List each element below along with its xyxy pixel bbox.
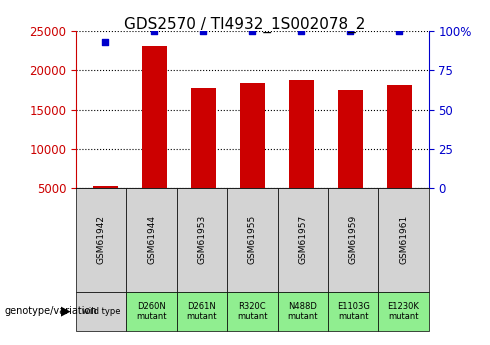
Text: ▶: ▶ [61,305,71,318]
Text: E1103G
mutant: E1103G mutant [337,302,369,321]
Point [199,28,207,34]
Text: genotype/variation: genotype/variation [5,306,98,316]
Bar [240,83,265,227]
Point [346,28,354,34]
Bar [289,80,314,227]
Text: GSM61957: GSM61957 [298,215,307,264]
Bar [142,46,167,227]
Text: GSM61944: GSM61944 [147,215,156,264]
Text: GSM61942: GSM61942 [97,215,106,264]
Point [395,28,403,34]
Text: D260N
mutant: D260N mutant [136,302,167,321]
Point [248,28,256,34]
Bar [93,186,118,227]
Point [150,28,158,34]
Bar [387,85,412,227]
Text: wild type: wild type [82,307,121,316]
Bar [338,90,363,227]
Text: GDS2570 / TI4932_1S002078_2: GDS2570 / TI4932_1S002078_2 [124,17,366,33]
Text: N488D
mutant: N488D mutant [288,302,318,321]
Text: GSM61961: GSM61961 [399,215,408,264]
Text: D261N
mutant: D261N mutant [187,302,217,321]
Point [297,28,305,34]
Text: E1230K
mutant: E1230K mutant [388,302,419,321]
Text: R320C
mutant: R320C mutant [237,302,268,321]
Point [101,39,109,45]
Bar [191,88,216,227]
Text: GSM61955: GSM61955 [248,215,257,264]
Text: GSM61953: GSM61953 [197,215,206,264]
Text: GSM61959: GSM61959 [349,215,358,264]
